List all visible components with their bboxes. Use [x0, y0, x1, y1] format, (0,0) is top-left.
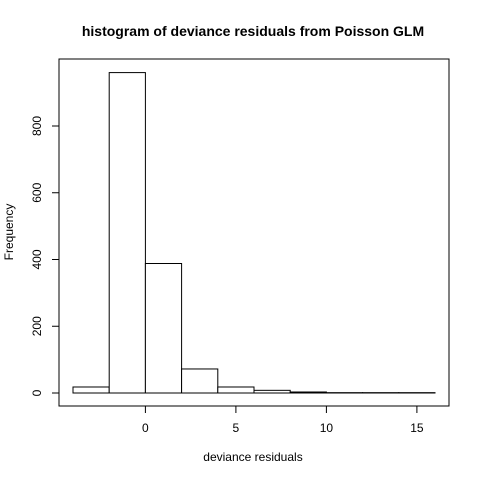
- histogram-bar: [253, 389, 291, 394]
- x-tick-label: 5: [233, 421, 240, 435]
- x-tick-label: 15: [410, 421, 424, 435]
- histogram-bar: [289, 391, 327, 394]
- x-tick-label: 10: [320, 421, 334, 435]
- y-axis: 0 200 400 600 800: [30, 116, 60, 396]
- y-tick-label: 0: [30, 389, 44, 396]
- histogram-bar: [108, 72, 146, 394]
- histogram-bar: [217, 386, 255, 394]
- x-axis: 0 5 10 15: [142, 405, 424, 435]
- y-tick-label: 600: [30, 182, 44, 202]
- y-tick-label: 200: [30, 316, 44, 336]
- chart-title: histogram of deviance residuals from Poi…: [82, 23, 424, 39]
- y-tick-label: 400: [30, 249, 44, 269]
- y-tick-label: 800: [30, 116, 44, 136]
- x-tick-label: 0: [142, 421, 149, 435]
- histogram-bar: [72, 386, 110, 394]
- histogram-bar: [181, 368, 219, 394]
- histogram-bar: [144, 263, 183, 394]
- x-axis-label: deviance residuals: [203, 450, 302, 464]
- bars-group: [72, 72, 436, 394]
- y-axis-label: Frequency: [2, 204, 16, 261]
